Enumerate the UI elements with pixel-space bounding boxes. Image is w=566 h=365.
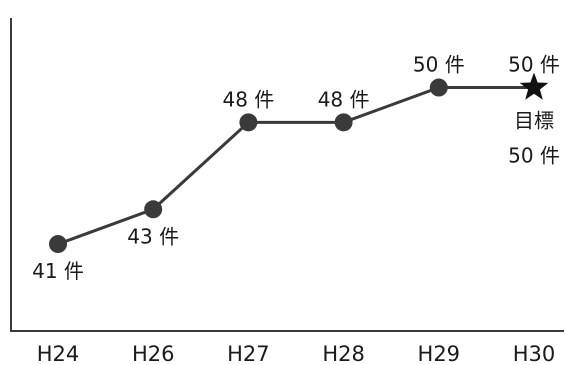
data-label: 48 件 bbox=[222, 87, 274, 111]
data-label: 50 件 bbox=[508, 53, 560, 77]
x-tick-label: H30 bbox=[513, 342, 556, 365]
x-tick-label: H24 bbox=[37, 342, 80, 365]
target-marker-group: 目標 50 件 bbox=[508, 72, 560, 168]
data-labels: 41 件 43 件 48 件 48 件 50 件 50 件 bbox=[32, 53, 560, 283]
x-tick-labels: H24 H26 H27 H28 H29 H30 bbox=[37, 342, 556, 365]
data-label: 50 件 bbox=[413, 53, 465, 77]
data-point bbox=[429, 78, 448, 97]
data-point bbox=[49, 235, 67, 254]
data-label: 43 件 bbox=[127, 224, 179, 248]
x-tick-label: H26 bbox=[132, 342, 175, 365]
x-tick-label: H29 bbox=[418, 342, 461, 365]
axes bbox=[10, 18, 564, 332]
target-value-label: 50 件 bbox=[508, 144, 560, 168]
data-point bbox=[239, 113, 258, 132]
data-points bbox=[49, 78, 448, 254]
data-label: 48 件 bbox=[318, 87, 370, 111]
series-line bbox=[57, 86, 534, 246]
target-star-marker bbox=[519, 72, 549, 100]
data-point bbox=[144, 200, 163, 219]
x-tick-label: H28 bbox=[322, 342, 365, 365]
target-label: 目標 bbox=[514, 109, 554, 133]
x-tick-label: H27 bbox=[227, 342, 270, 365]
data-label: 41 件 bbox=[32, 259, 84, 283]
data-point bbox=[334, 113, 353, 132]
